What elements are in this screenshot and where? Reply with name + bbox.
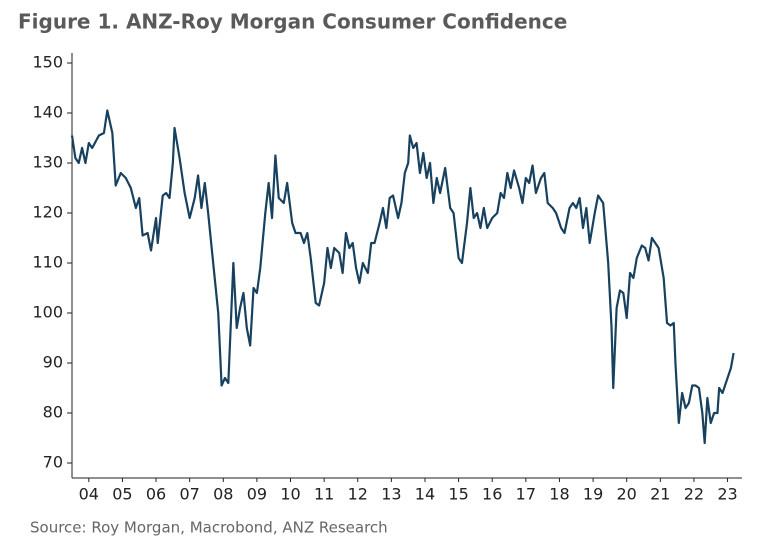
y-tick-label: 90 [43, 353, 63, 372]
x-tick-label: 10 [280, 485, 300, 504]
x-tick-label: 16 [482, 485, 502, 504]
source-note: Source: Roy Morgan, Macrobond, ANZ Resea… [30, 519, 388, 537]
x-tick-label: 15 [448, 485, 468, 504]
y-tick-label: 100 [32, 303, 63, 322]
x-tick-label: 18 [549, 485, 569, 504]
y-tick-label: 110 [32, 253, 63, 272]
x-tick-label: 05 [112, 485, 132, 504]
data-line [70, 109, 735, 445]
y-tick-label: 70 [43, 453, 63, 472]
y-tick-label: 150 [32, 53, 63, 72]
x-tick-label: 06 [146, 485, 166, 504]
x-tick-label: 08 [213, 485, 233, 504]
x-tick-label: 04 [79, 485, 99, 504]
x-tick-label: 17 [516, 485, 536, 504]
x-tick-label: 07 [179, 485, 199, 504]
x-tick-label: 23 [717, 485, 737, 504]
x-tick-label: 21 [650, 485, 670, 504]
x-tick-label: 20 [617, 485, 637, 504]
x-tick-label: 12 [348, 485, 368, 504]
x-tick-label: 09 [247, 485, 267, 504]
y-tick-label: 80 [43, 403, 63, 422]
x-tick-label: 14 [415, 485, 435, 504]
x-tick-label: 19 [583, 485, 603, 504]
x-tick-label: 22 [684, 485, 704, 504]
y-tick-label: 130 [32, 153, 63, 172]
y-tick-label: 120 [32, 203, 63, 222]
x-tick-label: 13 [381, 485, 401, 504]
chart-title: Figure 1. ANZ-Roy Morgan Consumer Confid… [18, 10, 567, 34]
y-tick-label: 140 [32, 103, 63, 122]
x-tick-label: 11 [314, 485, 334, 504]
